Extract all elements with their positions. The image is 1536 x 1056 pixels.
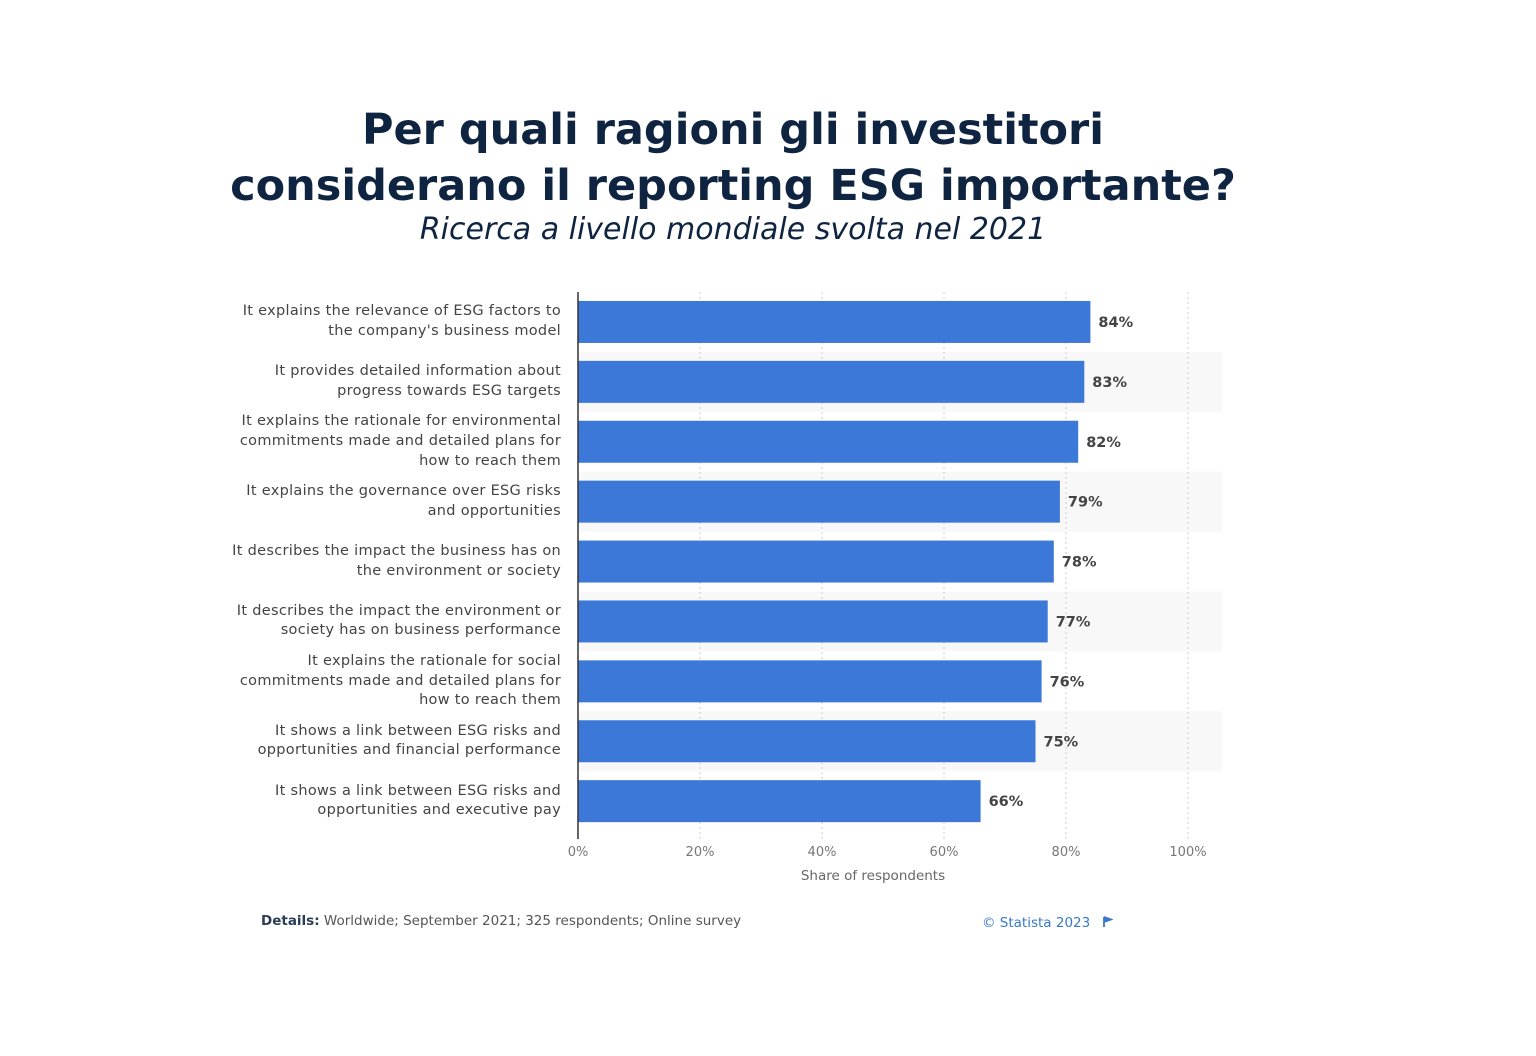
bar bbox=[578, 780, 981, 823]
value-label: 77% bbox=[1056, 614, 1091, 630]
details-text: Worldwide; September 2021; 325 responden… bbox=[323, 913, 742, 929]
bar bbox=[578, 420, 1079, 463]
value-label: 76% bbox=[1050, 674, 1085, 690]
x-tick-label: 100% bbox=[1169, 845, 1206, 860]
bar bbox=[578, 300, 1091, 343]
y-tick-label: It explains the relevance of ESG factors… bbox=[242, 303, 561, 339]
x-tick-label: 0% bbox=[568, 845, 589, 860]
bar bbox=[578, 720, 1036, 763]
bar bbox=[578, 600, 1048, 643]
bar bbox=[578, 480, 1060, 523]
x-tick-label: 40% bbox=[808, 845, 837, 860]
value-label: 78% bbox=[1062, 555, 1097, 571]
y-tick-label: It shows a link between ESG risks and op… bbox=[275, 782, 561, 819]
x-tick-label: 60% bbox=[930, 845, 959, 860]
y-tick-label: It explains the rationale for social com… bbox=[239, 652, 561, 709]
value-label: 79% bbox=[1068, 495, 1103, 511]
y-tick-label: It shows a link between ESG risks and op… bbox=[257, 722, 561, 759]
value-label: 75% bbox=[1044, 734, 1079, 750]
chart-title: Per quali ragioni gli investitori consid… bbox=[230, 105, 1236, 211]
x-tick-label: 20% bbox=[686, 845, 715, 860]
bar bbox=[578, 360, 1085, 403]
source: © Statista 2023 bbox=[982, 915, 1091, 931]
flag-icon bbox=[1102, 916, 1114, 927]
chart-subtitle: Ricerca a livello mondiale svolta nel 20… bbox=[419, 212, 1047, 247]
y-tick-label: It describes the impact the business has… bbox=[232, 542, 561, 579]
y-tick-label: It explains the rationale for environmen… bbox=[239, 413, 561, 469]
y-tick-label: It provides detailed information about p… bbox=[274, 363, 561, 399]
bar bbox=[578, 540, 1054, 583]
value-label: 84% bbox=[1098, 315, 1133, 331]
y-tick-label: It explains the governance over ESG risk… bbox=[246, 483, 561, 519]
value-label: 66% bbox=[989, 794, 1024, 810]
bar bbox=[578, 660, 1042, 703]
x-axis-label: Share of respondents bbox=[801, 868, 945, 884]
x-tick-label: 80% bbox=[1052, 845, 1081, 860]
details: Details: Worldwide; September 2021; 325 … bbox=[261, 913, 741, 929]
value-label: 82% bbox=[1086, 435, 1121, 451]
credit: © Statista 2023 bbox=[982, 915, 1114, 931]
details-label: Details: bbox=[261, 913, 320, 929]
value-label: 83% bbox=[1092, 375, 1127, 391]
y-tick-label: It describes the impact the environment … bbox=[236, 602, 561, 639]
